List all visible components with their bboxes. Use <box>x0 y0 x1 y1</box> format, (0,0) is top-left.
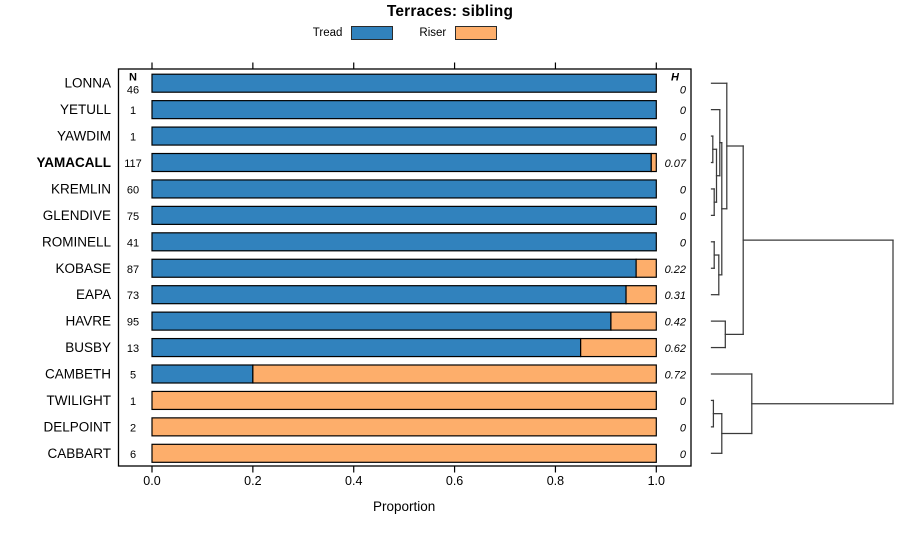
x-tick-label: 0.4 <box>345 474 362 488</box>
x-tick-label: 1.0 <box>648 474 665 488</box>
bar-segment-riser <box>625 285 657 305</box>
bar-segment-tread <box>151 258 637 278</box>
legend-label-riser: Riser <box>419 27 447 39</box>
chart-title: Terraces: sibling <box>386 3 514 20</box>
h-value: 0.72 <box>665 369 686 381</box>
h-value: 0.07 <box>665 158 687 170</box>
bar-segment-tread <box>151 100 657 120</box>
bar-segment-tread <box>151 152 652 173</box>
bar-segment-tread <box>151 311 612 331</box>
bar-segment-riser <box>252 364 657 384</box>
h-value: 0 <box>680 184 687 196</box>
h-value: 0 <box>680 422 687 434</box>
bar-segment-riser <box>650 152 657 173</box>
y-axis-label: KOBASE <box>55 261 111 276</box>
legend-item-riser: Riser <box>419 26 498 40</box>
bar-segment-riser <box>151 417 657 437</box>
h-value: 0 <box>680 132 687 144</box>
bar-segment-tread <box>151 232 657 252</box>
legend-swatch-riser <box>455 26 498 40</box>
bar-segment-tread <box>151 337 582 358</box>
legend-item-tread: Tread <box>313 26 394 40</box>
n-value: 1 <box>130 132 136 144</box>
n-value: 41 <box>127 237 139 249</box>
y-axis-label: TWILIGHT <box>47 393 112 408</box>
n-column-header: N <box>129 72 137 84</box>
h-value: 0.22 <box>665 264 686 276</box>
bar-segment-tread <box>151 179 657 199</box>
h-value: 0 <box>680 211 687 223</box>
n-value: 46 <box>127 85 139 97</box>
h-value: 0 <box>680 105 687 117</box>
n-value: 87 <box>127 264 139 276</box>
bar-segment-riser <box>151 390 657 411</box>
bar-segment-riser <box>635 258 657 278</box>
y-axis-label: KREMLIN <box>51 181 111 196</box>
legend: Tread Riser <box>0 26 810 40</box>
n-value: 73 <box>127 290 139 302</box>
h-value: 0 <box>680 449 687 461</box>
bar-segment-riser <box>151 443 657 463</box>
y-axis-label: ROMINELL <box>42 234 112 249</box>
bar-segment-tread <box>151 364 254 384</box>
n-value: 75 <box>127 211 139 223</box>
y-axis-label: YAWDIM <box>57 129 111 144</box>
legend-swatch-tread <box>351 26 394 40</box>
bar-segment-riser <box>580 337 657 358</box>
n-value: 60 <box>127 184 139 196</box>
x-tick-label: 0.0 <box>143 474 160 488</box>
n-value: 117 <box>124 158 142 170</box>
n-value: 95 <box>127 317 139 329</box>
h-value: 0.31 <box>665 290 686 302</box>
h-column-header: H <box>671 72 680 84</box>
h-value: 0 <box>680 396 687 408</box>
h-value: 0 <box>680 237 687 249</box>
x-tick-label: 0.6 <box>446 474 463 488</box>
y-axis-label: YETULL <box>60 102 112 117</box>
n-value: 1 <box>130 105 136 117</box>
bar-segment-riser <box>610 311 657 331</box>
n-value: 6 <box>130 449 136 461</box>
h-value: 0 <box>680 85 687 97</box>
y-axis-label: YAMACALL <box>36 155 111 170</box>
x-axis-title: Proportion <box>373 499 435 514</box>
y-axis-label: EAPA <box>76 287 111 302</box>
n-value: 2 <box>130 422 136 434</box>
y-axis-label: DELPOINT <box>43 419 111 434</box>
n-value: 1 <box>130 396 136 408</box>
bar-segment-tread <box>151 205 657 225</box>
bar-segment-tread <box>151 73 657 93</box>
y-axis-label: CABBART <box>47 446 111 461</box>
plot-box <box>117 68 692 467</box>
x-tick-label: 0.8 <box>547 474 564 488</box>
y-axis-label: BUSBY <box>65 340 111 355</box>
n-value: 13 <box>127 343 139 355</box>
y-axis-label: LONNA <box>64 76 111 91</box>
h-value: 0.42 <box>665 317 686 329</box>
bar-segment-tread <box>151 126 657 146</box>
y-axis-label: HAVRE <box>65 314 111 329</box>
legend-label-tread: Tread <box>312 27 343 39</box>
y-axis-label: GLENDIVE <box>43 208 111 223</box>
h-value: 0.62 <box>665 343 686 355</box>
x-tick-label: 0.2 <box>244 474 261 488</box>
y-axis-label: CAMBETH <box>45 366 111 381</box>
bar-segment-tread <box>151 285 627 305</box>
n-value: 5 <box>130 369 136 381</box>
